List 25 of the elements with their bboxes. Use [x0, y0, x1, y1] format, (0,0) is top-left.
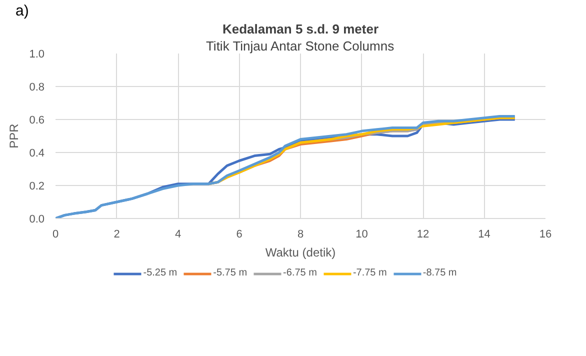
x-tick-label: 14	[478, 228, 490, 240]
y-axis-title: PPR	[7, 123, 22, 148]
x-tick-label: 6	[236, 228, 242, 240]
legend-label: -5.25 m	[143, 268, 178, 278]
x-tick-label: 8	[297, 228, 304, 240]
x-axis-title: Waktu (detik)	[265, 246, 336, 260]
x-tick-label: 10	[356, 228, 368, 240]
legend-label: -5.75 m	[213, 268, 248, 278]
y-tick-label: 0.2	[29, 180, 45, 192]
y-tick-label: 0.6	[29, 114, 45, 126]
legend-label: -6.75 m	[283, 268, 317, 278]
x-tick-label: 2	[114, 228, 120, 240]
x-tick-label: 0	[52, 228, 59, 240]
x-tick-label: 4	[174, 228, 182, 240]
text: a)	[16, 2, 29, 20]
y-tick-label: 1.0	[29, 48, 45, 60]
legend-label: -8.75 m	[422, 268, 457, 278]
legend-label: -7.75 m	[352, 268, 387, 278]
chart-title: Kedalaman 5 s.d. 9 meter	[222, 22, 379, 36]
y-tick-label: 0.0	[29, 214, 45, 226]
y-tick-label: 0.8	[29, 82, 45, 94]
y-tick-label: 0.4	[29, 148, 45, 160]
chart-subtitle: Titik Tinjau Antar Stone Columns	[206, 38, 395, 54]
x-tick-label: 12	[416, 228, 430, 240]
x-tick-label: 16	[539, 228, 552, 240]
